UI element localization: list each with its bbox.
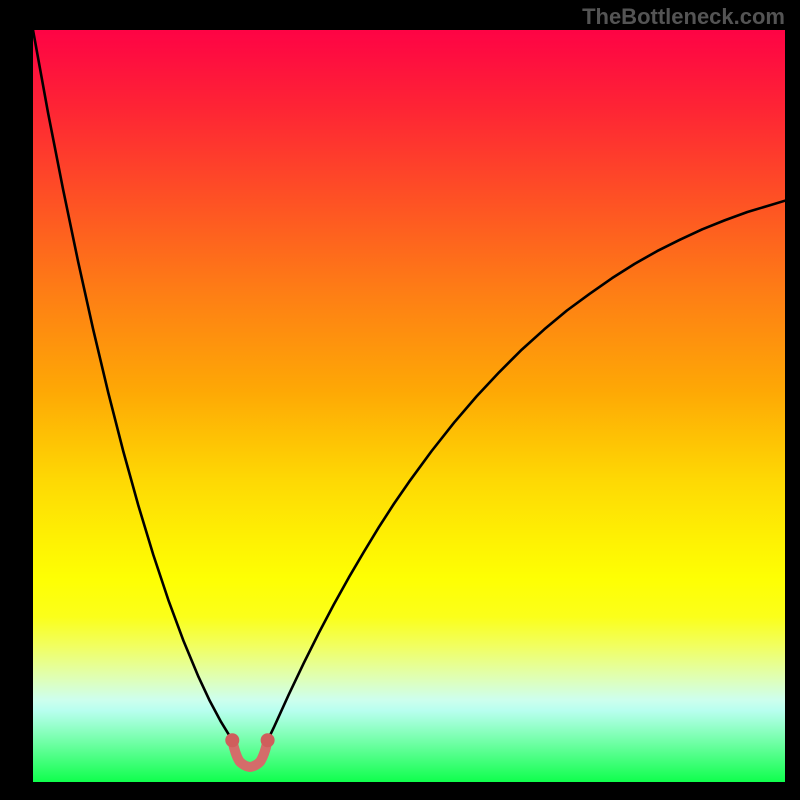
curve-layer bbox=[33, 30, 785, 782]
u-end-dot-0 bbox=[225, 733, 239, 747]
right-curve bbox=[268, 201, 785, 741]
left-curve bbox=[33, 30, 232, 740]
watermark-text: TheBottleneck.com bbox=[582, 4, 785, 30]
u-end-dot-1 bbox=[261, 733, 275, 747]
plot-area bbox=[33, 30, 785, 782]
